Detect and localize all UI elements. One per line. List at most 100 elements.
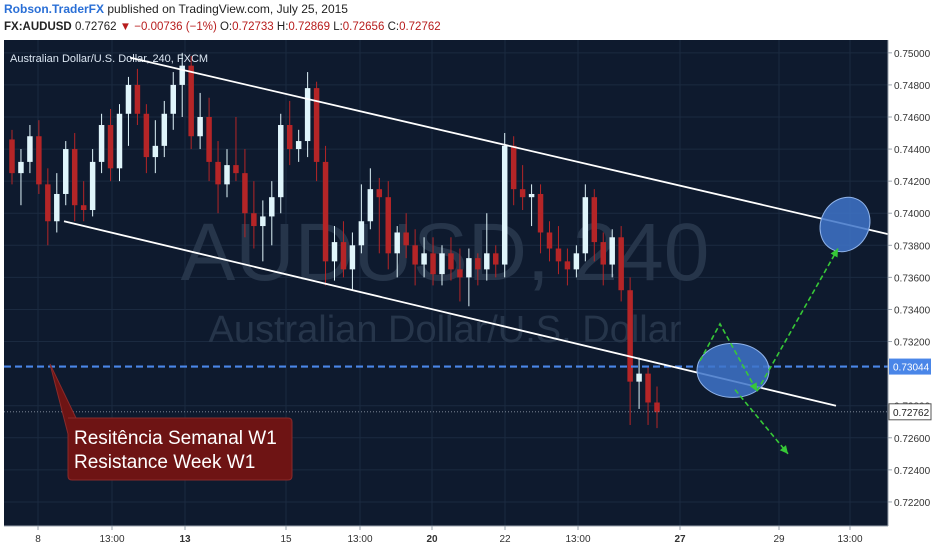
candle-body xyxy=(295,141,302,150)
candle-body xyxy=(80,205,87,211)
candle-body xyxy=(9,139,15,174)
symbol-label: FX:AUDUSD xyxy=(4,21,72,33)
candle xyxy=(537,184,544,254)
time-axis[interactable]: 8 13:00 13 15 13:00 20 22 13:00 27 29 13:00 xyxy=(0,525,888,550)
candle xyxy=(519,165,526,211)
candle-body xyxy=(600,242,606,265)
drawings xyxy=(4,56,889,455)
candle xyxy=(89,149,96,217)
candle xyxy=(206,97,212,182)
price-tick-label: 0.73400 xyxy=(894,305,931,316)
callout-line-2: Resistance Week W1 xyxy=(74,452,255,473)
candle xyxy=(439,245,445,286)
candle-body xyxy=(134,84,141,114)
candle xyxy=(125,76,132,146)
candle xyxy=(430,237,436,286)
candle-body xyxy=(555,248,562,262)
candle xyxy=(45,168,51,246)
candle-body xyxy=(278,125,284,198)
candle xyxy=(260,200,266,262)
price-axis[interactable]: 0.75000 0.74800 0.74600 0.74400 0.74200 0.740… xyxy=(887,36,932,550)
candle-body xyxy=(412,245,418,265)
candle-body xyxy=(457,269,463,278)
time-tick-label: 8 xyxy=(35,534,41,545)
candle-body xyxy=(197,116,203,137)
candle-body xyxy=(331,242,338,262)
change-label: ▼ −0.00736 (−1%) xyxy=(119,21,217,33)
candle xyxy=(170,72,176,130)
candle xyxy=(564,248,571,286)
candle xyxy=(278,113,284,214)
candle-body xyxy=(71,149,78,206)
candle xyxy=(358,184,365,254)
time-tick-label: 29 xyxy=(773,534,785,545)
price-tick-label: 0.74600 xyxy=(894,113,931,124)
candle xyxy=(188,56,194,150)
candle xyxy=(582,184,589,262)
candle xyxy=(116,104,123,182)
candle-body xyxy=(36,136,42,185)
candle-body xyxy=(636,373,642,382)
candle-body xyxy=(546,232,553,249)
candle-body xyxy=(224,165,230,185)
time-tick-label: 13:00 xyxy=(99,534,124,545)
candle-body xyxy=(269,197,275,217)
candle-body xyxy=(143,113,150,158)
candle xyxy=(80,181,87,222)
candle-body xyxy=(27,136,33,162)
candle-body xyxy=(116,113,123,169)
author-link[interactable]: Robson.TraderFX xyxy=(4,2,105,16)
candle xyxy=(627,277,633,425)
callout-line-1: Resitência Semanal W1 xyxy=(74,428,277,449)
candle xyxy=(18,149,24,206)
candle xyxy=(269,181,275,246)
candle xyxy=(161,100,168,158)
candle-body xyxy=(510,145,517,190)
candle xyxy=(36,120,42,194)
candle xyxy=(636,357,642,409)
candle-body xyxy=(519,189,526,198)
candle xyxy=(466,248,472,307)
last-price-box xyxy=(888,403,932,421)
candle-body xyxy=(501,145,508,265)
price-tick-label: 0.72600 xyxy=(894,434,931,445)
target-ellipse-upper xyxy=(819,196,871,253)
price-tick-label: 0.73200 xyxy=(894,338,931,349)
time-tick-label: 20 xyxy=(426,534,438,545)
low-label: L: xyxy=(333,21,343,33)
candle-body xyxy=(286,125,293,150)
candle xyxy=(555,226,562,275)
candle xyxy=(340,221,347,278)
candle xyxy=(215,141,221,214)
candle xyxy=(54,173,60,233)
candlestick-chart[interactable]: AUDUSD, 240 Australian Dollar/U.S. Dolla… xyxy=(0,36,932,550)
candle-body xyxy=(233,165,239,174)
price-tick-label: 0.74000 xyxy=(894,209,931,220)
projection-arrowhead xyxy=(779,445,788,454)
candle-body xyxy=(591,197,598,243)
price-tick-label: 0.74400 xyxy=(894,145,931,156)
projection-arrow xyxy=(699,322,758,392)
candle-body xyxy=(63,149,69,194)
time-tick-label: 13:00 xyxy=(837,534,862,545)
candle xyxy=(295,129,302,162)
candle xyxy=(546,221,553,262)
candle-body xyxy=(340,242,347,270)
price-tick-label: 0.73800 xyxy=(894,241,931,252)
candles xyxy=(9,52,660,429)
candle-body xyxy=(385,197,391,254)
projection-arrowhead xyxy=(830,248,838,258)
candle-body xyxy=(107,125,114,169)
callout-box xyxy=(49,363,293,481)
candle xyxy=(573,245,580,278)
time-tick-label: 27 xyxy=(674,534,686,545)
candle xyxy=(609,229,615,278)
candle-body xyxy=(322,161,329,262)
last-price-text: 0.72762 xyxy=(893,408,930,419)
time-tick-label: 22 xyxy=(499,534,511,545)
price-tick-label: 0.74800 xyxy=(894,81,931,92)
candle xyxy=(645,365,651,425)
candle xyxy=(152,120,159,174)
high-label: H: xyxy=(276,21,289,33)
candle xyxy=(367,168,374,230)
